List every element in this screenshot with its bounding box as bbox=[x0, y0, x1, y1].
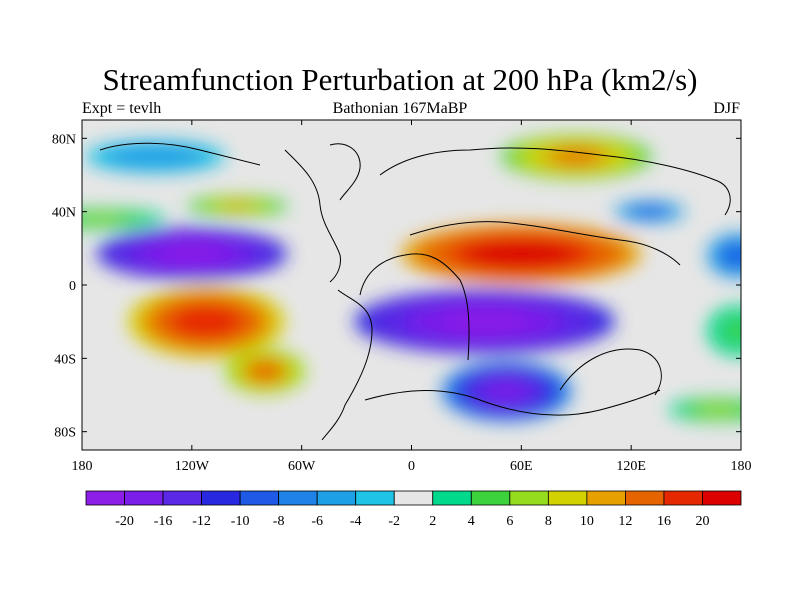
contour-band bbox=[727, 322, 741, 340]
colorbar-swatch bbox=[316, 490, 357, 506]
colorbar-swatch bbox=[547, 490, 588, 506]
australia-coast bbox=[559, 348, 662, 396]
colorbar-label: -10 bbox=[231, 514, 250, 529]
colorbar-label: -4 bbox=[350, 514, 362, 529]
y-tick-label: 80S bbox=[54, 426, 76, 441]
antarctica-coast bbox=[364, 389, 661, 416]
field-feature bbox=[614, 201, 685, 222]
colorbar-swatch bbox=[278, 490, 318, 506]
colorbar-swatch bbox=[124, 490, 164, 506]
colorbar-swatch bbox=[355, 490, 395, 506]
contour-band bbox=[131, 151, 179, 163]
field-layer bbox=[82, 120, 741, 450]
field-feature bbox=[82, 209, 166, 229]
colorbar-label: 4 bbox=[468, 514, 475, 529]
tethys-coast bbox=[409, 221, 681, 266]
season-label: DJF bbox=[713, 100, 740, 117]
colorbar-swatch bbox=[663, 490, 703, 506]
colorbar-label: -8 bbox=[273, 514, 285, 529]
eurasia-coast bbox=[379, 147, 731, 216]
field-feature bbox=[707, 233, 741, 278]
x-tick-label: 180 bbox=[731, 459, 752, 474]
x-tick-label: 60E bbox=[510, 459, 533, 474]
neutral-background bbox=[82, 120, 741, 450]
colorbar-label: 6 bbox=[506, 514, 513, 529]
arctic-islands bbox=[99, 142, 261, 166]
colorbar-label: 20 bbox=[695, 514, 709, 529]
field-feature bbox=[669, 397, 741, 422]
colorbar-label: 10 bbox=[580, 514, 594, 529]
colorbar-label: -16 bbox=[154, 514, 173, 529]
contour-band bbox=[180, 309, 233, 334]
contour-band bbox=[637, 208, 662, 216]
contour-band bbox=[551, 149, 602, 165]
colorbar-label: -6 bbox=[311, 514, 323, 529]
colorbar-swatch bbox=[432, 490, 472, 506]
africa-coast bbox=[359, 253, 470, 361]
field-feature bbox=[354, 289, 615, 354]
colorbar-label: -20 bbox=[115, 514, 134, 529]
x-tick-label: 180 bbox=[72, 459, 93, 474]
colorbar-swatch bbox=[201, 490, 241, 506]
colorbar-label: 2 bbox=[429, 514, 436, 529]
x-tick-label: 120E bbox=[616, 459, 646, 474]
x-tick-label: 60W bbox=[288, 459, 316, 474]
continent-outlines bbox=[99, 142, 731, 441]
field-feature bbox=[401, 223, 642, 284]
colorbar-label: 12 bbox=[618, 514, 632, 529]
colorbar-swatch bbox=[393, 490, 434, 506]
experiment-label: Expt = tevlh bbox=[82, 100, 162, 117]
y-tick-label: 40N bbox=[52, 206, 76, 221]
greenland-coast bbox=[329, 143, 361, 201]
y-tick-label: 40S bbox=[54, 352, 76, 367]
field-feature bbox=[85, 140, 226, 173]
south-america-coast bbox=[321, 289, 373, 441]
contour-band bbox=[481, 243, 562, 264]
contour-band bbox=[82, 215, 122, 223]
contour-band bbox=[441, 311, 529, 333]
contour-band bbox=[702, 405, 736, 414]
contour-band bbox=[220, 202, 255, 210]
x-tick-label: 0 bbox=[408, 459, 415, 474]
colorbar-label: -2 bbox=[388, 514, 400, 529]
field-feature bbox=[501, 134, 652, 179]
colorbar-swatch bbox=[625, 490, 665, 506]
colorbar-swatch bbox=[85, 490, 125, 506]
field-feature bbox=[187, 196, 288, 217]
field-feature bbox=[128, 285, 285, 358]
chart-title: Streamfunction Perturbation at 200 hPa (… bbox=[102, 62, 698, 97]
colorbar-swatch bbox=[509, 490, 549, 506]
axis-ticks: 180 120W 60W 0 60E 120E 180 80N 40N 0 40S 80S bbox=[52, 120, 752, 474]
colorbar-swatch bbox=[470, 490, 511, 506]
contour-band bbox=[160, 245, 224, 263]
period-label: Bathonian 167MaBP bbox=[332, 100, 468, 117]
colorbar-label: 8 bbox=[545, 514, 552, 529]
field-feature bbox=[96, 227, 287, 280]
north-america-coast bbox=[284, 149, 341, 283]
colorbar-swatch bbox=[239, 490, 280, 506]
y-tick-label: 0 bbox=[69, 279, 76, 294]
colorbar-label: -12 bbox=[192, 514, 211, 529]
colorbar-label: 16 bbox=[657, 514, 671, 529]
field-feature bbox=[225, 349, 306, 394]
contour-band bbox=[727, 248, 741, 263]
contour-band bbox=[251, 363, 279, 379]
y-tick-label: 80N bbox=[52, 132, 76, 147]
colorbar-swatch bbox=[162, 490, 202, 506]
x-tick-label: 120W bbox=[175, 459, 210, 474]
field-feature bbox=[707, 305, 741, 356]
colorbar-swatch bbox=[702, 490, 742, 506]
colorbar: -20 -16 -12 -10 -8 -6 -4 -2 2 4 6 8 10 12 16 20 bbox=[85, 490, 742, 529]
colorbar-swatch bbox=[586, 490, 626, 506]
contour-band bbox=[485, 381, 529, 402]
field-feature bbox=[441, 361, 572, 422]
